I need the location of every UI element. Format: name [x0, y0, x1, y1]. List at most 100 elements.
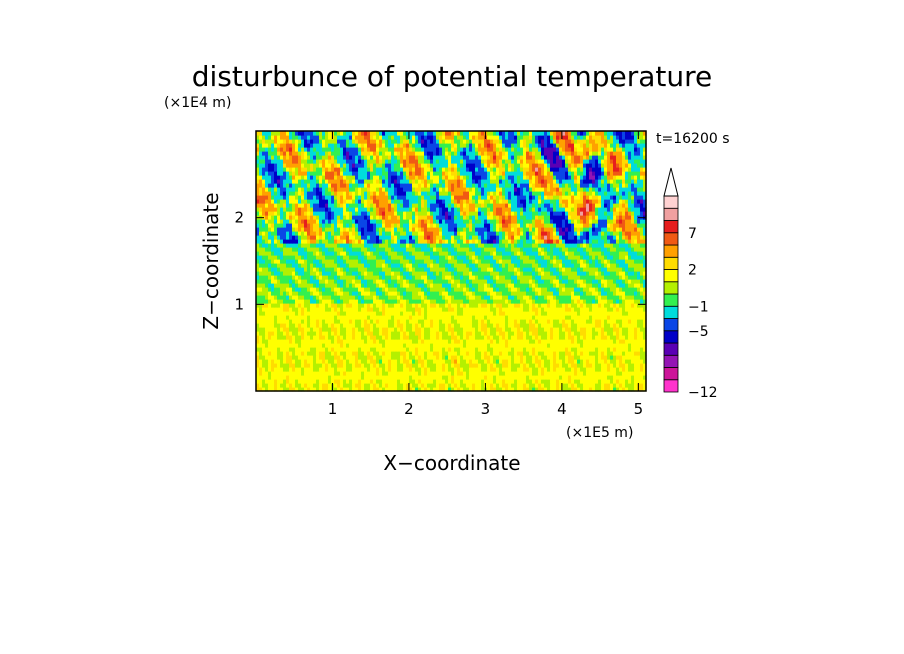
field-cell: [478, 363, 482, 368]
field-cell: [577, 343, 581, 348]
field-cell: [625, 275, 629, 280]
field-cell: [424, 355, 428, 360]
field-cell: [328, 311, 332, 316]
field-cell: [319, 319, 323, 324]
field-cell: [499, 267, 503, 272]
field-cell: [409, 383, 413, 388]
field-cell: [640, 303, 644, 308]
field-cell: [583, 299, 587, 304]
field-cell: [376, 303, 380, 308]
field-cell: [355, 247, 359, 252]
field-cell: [418, 351, 422, 356]
field-cell: [526, 339, 530, 344]
field-cell: [544, 347, 548, 352]
field-cell: [601, 323, 605, 328]
field-cell: [382, 267, 386, 272]
field-cell: [502, 383, 506, 388]
field-cell: [592, 255, 596, 260]
field-cell: [295, 259, 299, 264]
field-cell: [376, 331, 380, 336]
field-cell: [472, 347, 476, 352]
field-cell: [331, 239, 335, 244]
field-cell: [523, 307, 527, 312]
field-cell: [358, 239, 362, 244]
field-cell: [586, 247, 590, 252]
field-cell: [547, 319, 551, 324]
field-cell: [367, 283, 371, 288]
field-cell: [352, 279, 356, 284]
field-cell: [277, 387, 281, 392]
field-cell: [298, 339, 302, 344]
field-cell: [568, 271, 572, 276]
field-cell: [466, 271, 470, 276]
field-cell: [409, 387, 413, 392]
field-cell: [403, 251, 407, 256]
field-cell: [463, 283, 467, 288]
field-cell: [595, 263, 599, 268]
field-cell: [580, 315, 584, 320]
field-cell: [424, 247, 428, 252]
field-cell: [508, 311, 512, 316]
field-cell: [439, 247, 443, 252]
field-cell: [493, 287, 497, 292]
field-cell: [616, 259, 620, 264]
field-cell: [634, 387, 638, 392]
field-cell: [562, 387, 566, 392]
field-cell: [394, 387, 398, 392]
field-cell: [613, 275, 617, 280]
field-cell: [427, 331, 431, 336]
field-cell: [364, 319, 368, 324]
field-cell: [343, 287, 347, 292]
field-cell: [451, 335, 455, 340]
field-cell: [373, 243, 377, 248]
field-cell: [535, 275, 539, 280]
field-cell: [457, 255, 461, 260]
field-cell: [520, 367, 524, 372]
field-cell: [625, 295, 629, 300]
field-cell: [604, 263, 608, 268]
field-cell: [364, 299, 368, 304]
field-cell: [427, 307, 431, 312]
field-cell: [286, 327, 290, 332]
field-cell: [283, 291, 287, 296]
field-cell: [298, 351, 302, 356]
field-cell: [487, 379, 491, 384]
field-cell: [430, 275, 434, 280]
field-cell: [406, 363, 410, 368]
field-cell: [304, 379, 308, 384]
field-cell: [343, 311, 347, 316]
field-cell: [394, 299, 398, 304]
field-cell: [475, 347, 479, 352]
field-cell: [319, 259, 323, 264]
field-cell: [538, 327, 542, 332]
field-cell: [460, 243, 464, 248]
field-cell: [370, 363, 374, 368]
field-cell: [256, 359, 260, 364]
field-cell: [298, 271, 302, 276]
field-cell: [283, 355, 287, 360]
field-cell: [268, 383, 272, 388]
field-cell: [403, 327, 407, 332]
field-cell: [280, 319, 284, 324]
field-cell: [265, 299, 269, 304]
field-cell: [490, 331, 494, 336]
field-cell: [559, 271, 563, 276]
field-cell: [412, 355, 416, 360]
field-cell: [580, 335, 584, 340]
field-cell: [379, 307, 383, 312]
field-cell: [394, 351, 398, 356]
field-cell: [541, 283, 545, 288]
field-cell: [262, 267, 266, 272]
field-cell: [586, 351, 590, 356]
field-cell: [568, 339, 572, 344]
field-cell: [520, 375, 524, 380]
field-cell: [289, 311, 293, 316]
field-cell: [475, 363, 479, 368]
field-cell: [487, 363, 491, 368]
field-cell: [562, 271, 566, 276]
field-cell: [292, 323, 296, 328]
field-cell: [535, 251, 539, 256]
field-cell: [262, 291, 266, 296]
field-cell: [325, 235, 329, 240]
